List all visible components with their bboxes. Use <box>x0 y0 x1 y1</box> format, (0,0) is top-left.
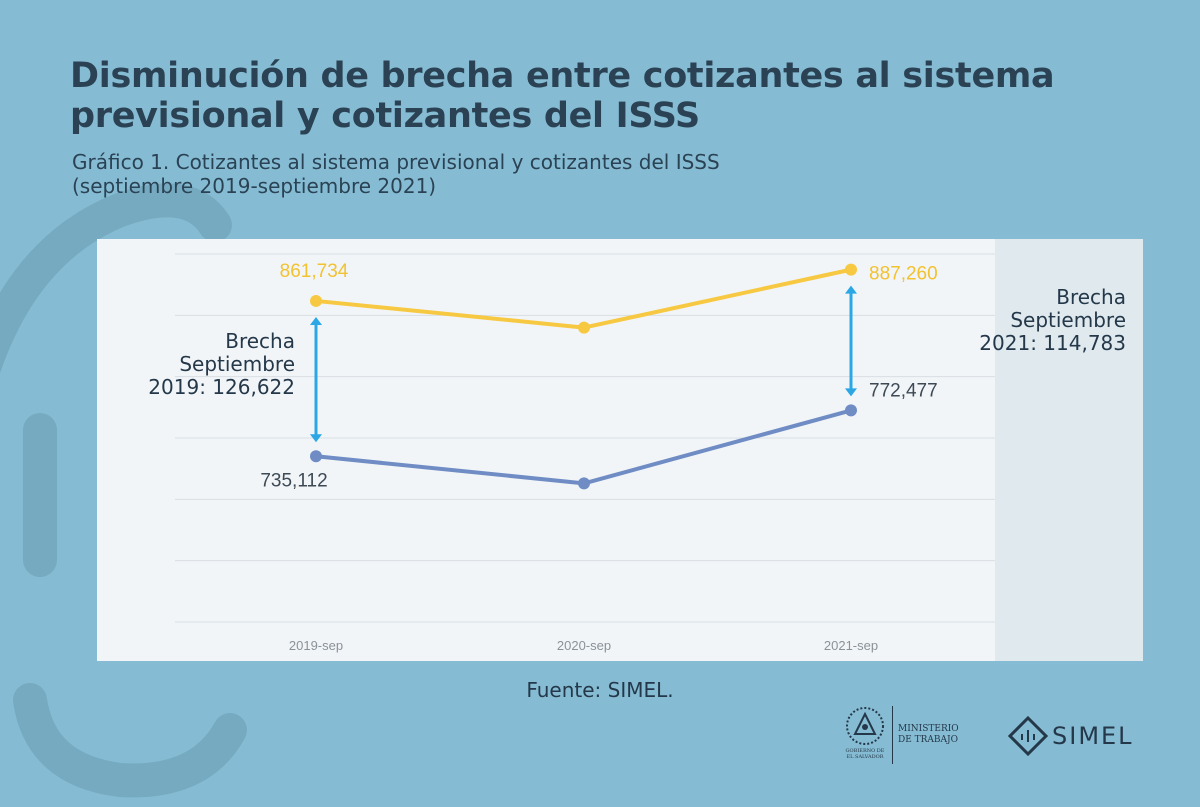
data-point <box>578 321 590 334</box>
data-points <box>310 263 857 490</box>
gap-annotation-2021: Brecha Septiembre 2021: 114,783 <box>930 286 1126 355</box>
footer-logos: GOBIERNO DE EL SALVADOR MINISTERIO DE TR… <box>838 702 1168 772</box>
simel-logo-icon <box>1008 716 1048 756</box>
government-line: GOBIERNO DE <box>845 748 885 754</box>
data-point <box>578 477 590 490</box>
x-tick-label: 2019-sep <box>289 638 343 653</box>
gap-annotation-line: Septiembre <box>179 352 295 376</box>
gap-arrow-head <box>845 285 857 294</box>
series-line <box>315 267 852 330</box>
ministry-line: MINISTERIO <box>898 724 959 734</box>
chart-card <box>97 239 1143 661</box>
ministry-label: MINISTERIO DE TRABAJO <box>898 724 968 746</box>
simel-brand: SIMEL <box>1052 722 1134 750</box>
coat-of-arms-icon <box>846 707 884 745</box>
subtitle-line-1: Gráfico 1. Cotizantes al sistema previsi… <box>72 150 720 174</box>
gap-arrow-head <box>845 388 857 397</box>
government-label: GOBIERNO DE EL SALVADOR <box>838 748 892 760</box>
data-label: 772,477 <box>869 380 938 401</box>
data-point <box>845 263 857 276</box>
gap-annotation-line: Septiembre <box>1010 308 1126 332</box>
gap-annotation-line: 2021: 114,783 <box>979 331 1126 355</box>
gap-annotation-line: Brecha <box>1056 285 1126 309</box>
series-line <box>315 408 852 486</box>
data-label: 861,734 <box>280 261 349 282</box>
gap-annotation-2019: Brecha Septiembre 2019: 126,622 <box>100 330 295 399</box>
x-tick-labels: 2019-sep 2020-sep 2021-sep <box>289 638 878 653</box>
data-label: 735,112 <box>260 470 327 491</box>
gap-arrow-head <box>310 434 322 443</box>
x-tick-label: 2021-sep <box>824 638 878 653</box>
ministry-line: DE TRABAJO <box>898 735 959 745</box>
subtitle-line-2: (septiembre 2019-septiembre 2021) <box>72 174 437 198</box>
gap-arrow-head <box>310 316 322 325</box>
gap-annotation-line: Brecha <box>225 329 295 353</box>
gap-arrows <box>310 285 857 443</box>
data-point <box>310 450 322 463</box>
data-point <box>310 294 322 307</box>
data-point <box>845 404 857 417</box>
x-tick-label: 2020-sep <box>557 638 611 653</box>
data-label: 887,260 <box>869 264 938 285</box>
chart-card-side <box>995 239 1143 661</box>
source-note: Fuente: SIMEL. <box>526 678 674 702</box>
gap-annotation-line: 2019: 126,622 <box>148 375 295 399</box>
page-title: Disminución de brecha entre cotizantes a… <box>70 56 1055 136</box>
government-line: EL SALVADOR <box>846 754 884 760</box>
chart-subtitle: Gráfico 1. Cotizantes al sistema previsi… <box>72 150 1132 198</box>
logo-divider <box>892 706 893 764</box>
gridlines <box>175 253 995 623</box>
data-labels: 861,734 887,260 735,112 772,477 <box>260 261 937 491</box>
